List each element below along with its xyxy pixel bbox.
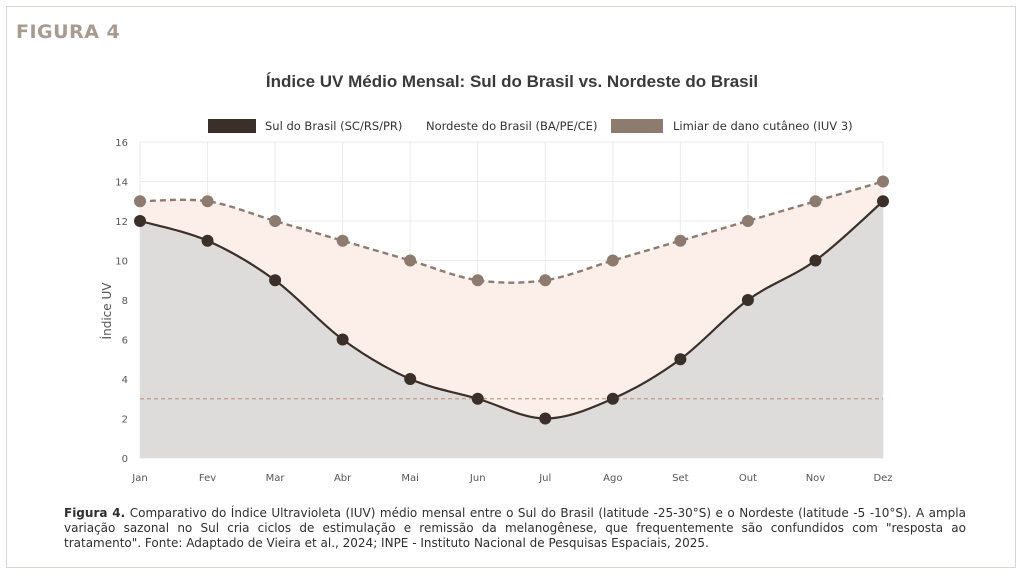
chart-title: Índice UV Médio Mensal: Sul do Brasil vs… — [266, 72, 758, 91]
x-tick-label: Jul — [538, 473, 551, 484]
y-tick-label: 14 — [115, 178, 128, 189]
y-tick-label: 4 — [122, 375, 128, 386]
sul-point — [201, 234, 214, 247]
y-tick-label: 8 — [122, 296, 128, 307]
nordeste-point — [809, 195, 822, 208]
x-tick-label: Mar — [266, 473, 286, 484]
legend-swatch-sul — [208, 119, 256, 133]
legend-label-sul: Sul do Brasil (SC/RS/PR) — [265, 119, 402, 133]
x-tick-label: Jan — [131, 473, 147, 484]
y-tick-label: 16 — [115, 138, 128, 149]
nordeste-point — [134, 195, 146, 208]
sul-point — [336, 333, 349, 346]
x-tick-label: Set — [672, 473, 689, 484]
sul-point — [809, 254, 822, 267]
y-tick-label: 6 — [122, 336, 128, 347]
sul-point — [539, 412, 552, 425]
x-tick-label: Ago — [603, 473, 622, 484]
legend-label-threshold: Limiar de dano cutâneo (IUV 3) — [673, 119, 853, 133]
sul-area — [140, 201, 883, 458]
sul-point — [404, 373, 417, 385]
sul-point — [877, 195, 889, 208]
nordeste-point — [404, 254, 417, 267]
figure-caption: Figura 4. Comparativo do Índice Ultravio… — [64, 506, 966, 551]
nordeste-point — [269, 215, 282, 227]
figure-label: FIGURA 4 — [16, 21, 121, 43]
sul-point — [269, 274, 282, 287]
nordeste-point — [606, 254, 619, 267]
caption-lead: Figura 4. — [64, 506, 126, 520]
y-tick-label: 10 — [115, 257, 128, 268]
sul-point — [606, 392, 619, 405]
y-tick-label: 0 — [122, 454, 128, 465]
nordeste-point — [877, 175, 889, 188]
nordeste-point — [539, 274, 552, 287]
nordeste-line — [139, 180, 884, 284]
nordeste-point — [741, 215, 754, 227]
sul-point — [471, 392, 484, 405]
nordeste-point — [201, 195, 214, 208]
sul-point — [674, 353, 687, 366]
x-tick-label: Nov — [806, 473, 826, 484]
nordeste-point — [471, 274, 484, 287]
sul-point — [134, 215, 146, 227]
x-tick-label: Abr — [334, 473, 352, 484]
y-axis-label: Índice UV — [99, 282, 114, 340]
y-tick-label: 12 — [115, 217, 128, 228]
y-tick-label: 2 — [122, 415, 128, 426]
x-tick-label: Mai — [401, 473, 419, 484]
x-tick-label: Fev — [199, 473, 216, 484]
x-tick-label: Dez — [873, 473, 892, 484]
caption-text: Comparativo do Índice Ultravioleta (IUV)… — [64, 506, 966, 550]
legend-label-nordeste: Nordeste do Brasil (BA/PE/CE) — [426, 119, 597, 133]
x-tick-label: Jun — [469, 473, 486, 484]
legend-swatch-threshold — [611, 119, 663, 133]
x-tick-label: Out — [739, 473, 757, 484]
nordeste-point — [336, 234, 349, 247]
sul-point — [741, 294, 754, 306]
nordeste-point — [674, 234, 687, 247]
